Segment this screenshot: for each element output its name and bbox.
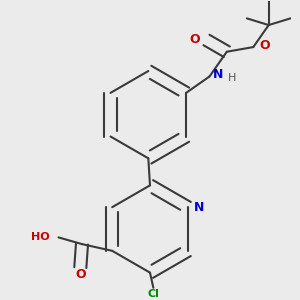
Text: HO: HO [32, 232, 50, 242]
Text: O: O [190, 34, 200, 46]
Text: Cl: Cl [147, 289, 159, 299]
Text: H: H [228, 73, 236, 83]
Text: O: O [75, 268, 86, 281]
Text: O: O [259, 39, 270, 52]
Text: N: N [194, 201, 205, 214]
Text: N: N [213, 68, 223, 81]
